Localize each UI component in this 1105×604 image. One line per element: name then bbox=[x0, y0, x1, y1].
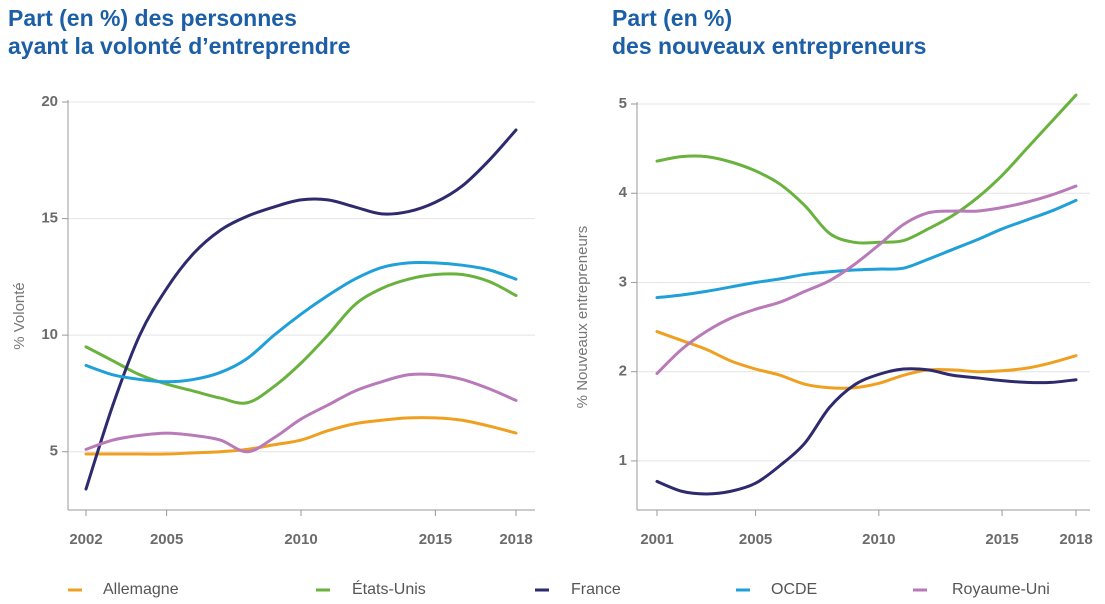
series-line bbox=[84, 272, 518, 405]
legend-label: OCDE bbox=[771, 581, 817, 598]
y-tick-label: 3 bbox=[619, 273, 627, 290]
series-line bbox=[655, 198, 1078, 300]
x-tick-label: 2018 bbox=[1059, 531, 1092, 548]
series-line bbox=[655, 330, 1078, 390]
x-tick-label: 2018 bbox=[499, 531, 532, 548]
y-tick-label: 10 bbox=[41, 326, 58, 343]
series-line bbox=[84, 260, 518, 384]
legend-label: Royaume-Uni bbox=[952, 581, 1050, 598]
chart-title: Part (en %) des personnes bbox=[8, 5, 297, 31]
x-tick-label: 2015 bbox=[985, 531, 1018, 548]
y-tick-label: 2 bbox=[619, 363, 627, 380]
y-tick-label: 5 bbox=[619, 95, 627, 112]
series-line bbox=[84, 372, 518, 454]
y-tick-label: 5 bbox=[50, 443, 58, 460]
y-axis-label: % Nouveaux entrepreneurs bbox=[574, 226, 591, 409]
y-tick-label: 15 bbox=[41, 210, 58, 227]
legend-label: Allemagne bbox=[103, 581, 179, 598]
x-tick-label: 2002 bbox=[69, 531, 102, 548]
chart-title: des nouveaux entrepreneurs bbox=[612, 33, 926, 59]
x-tick-label: 2010 bbox=[284, 531, 317, 548]
legend-label: États-Unis bbox=[352, 579, 426, 598]
legend-label: France bbox=[571, 581, 621, 598]
x-tick-label: 2005 bbox=[150, 531, 183, 548]
y-tick-label: 4 bbox=[619, 184, 628, 201]
series-line bbox=[655, 93, 1078, 245]
x-tick-label: 2001 bbox=[640, 531, 673, 548]
series-line bbox=[84, 416, 518, 456]
y-tick-label: 20 bbox=[41, 93, 58, 110]
x-tick-label: 2015 bbox=[419, 531, 452, 548]
y-axis-label: % Volonté bbox=[11, 282, 28, 350]
x-tick-label: 2010 bbox=[862, 531, 895, 548]
series-line bbox=[655, 184, 1078, 375]
x-tick-label: 2005 bbox=[739, 531, 772, 548]
chart-title: ayant la volonté d’entreprendre bbox=[8, 33, 351, 59]
y-tick-label: 1 bbox=[619, 452, 627, 469]
series-line bbox=[84, 128, 518, 491]
chart-title: Part (en %) bbox=[612, 5, 732, 31]
series-line bbox=[655, 367, 1078, 496]
